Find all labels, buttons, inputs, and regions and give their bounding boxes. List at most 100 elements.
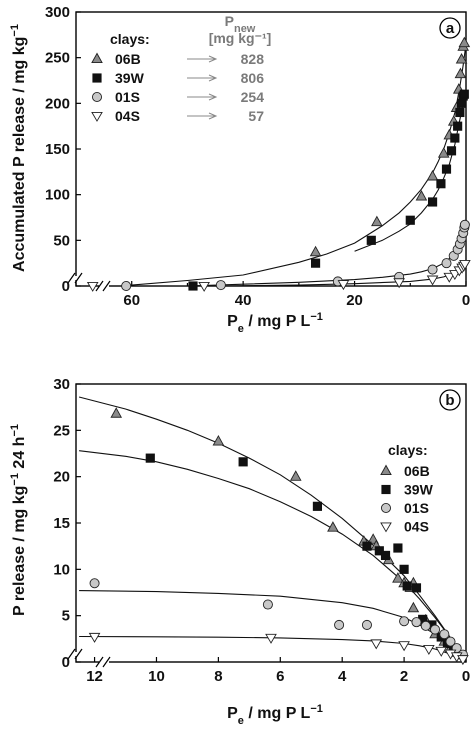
x-tick-label: 0 [462, 292, 470, 309]
x-axis-break-mark [95, 656, 111, 668]
y-tick-label: 200 [45, 95, 70, 112]
x-tick-label: 12 [86, 668, 103, 685]
data-point-39W [238, 457, 248, 467]
x-axis-break-mark-stroke-left [95, 280, 104, 292]
data-point-39W [393, 543, 403, 553]
data-point-39W [145, 453, 155, 463]
y-tick-label: 20 [53, 469, 70, 486]
legend-label: 06B [115, 51, 141, 67]
legend-arrow-head [208, 112, 218, 120]
legend-marker-04S [380, 522, 392, 533]
data-point-39W [450, 133, 460, 143]
data-point-39W [399, 564, 409, 574]
x-tick-label: 2 [400, 668, 408, 685]
legend-marker-04S [91, 111, 103, 122]
panel-label: a [439, 17, 461, 39]
legend-item-01S: 01S [380, 500, 429, 516]
fit-curve-06B [78, 396, 464, 658]
data-point-01S [399, 616, 410, 627]
legend-pnew-value: 254 [241, 89, 265, 105]
data-point-01S [420, 620, 431, 631]
data-point-39W [310, 258, 321, 268]
data-point-01S [459, 219, 470, 230]
series-39W [188, 89, 469, 291]
data-point-39W [188, 281, 198, 291]
data-point-39W [362, 541, 372, 551]
data-point-01S [361, 619, 372, 630]
data-point-06B [454, 67, 467, 79]
data-point-01S [439, 629, 450, 640]
x-axis-break-mark-stroke-right [102, 656, 111, 668]
x-axis-break-mark [95, 280, 111, 292]
legend-item-39W: 39W [381, 482, 434, 498]
data-point-06B [212, 435, 225, 446]
legend-label: 39W [115, 70, 145, 86]
data-point-01S [262, 599, 273, 610]
series-06B [309, 36, 471, 257]
y-tick-label: 15 [53, 515, 70, 532]
data-point-39W [366, 235, 376, 245]
data-point-06B [458, 36, 471, 48]
data-point-06B [110, 407, 123, 418]
series-04S [88, 632, 469, 666]
data-point-39W [453, 121, 463, 131]
data-point-04S [457, 655, 469, 666]
data-point-01S [334, 619, 345, 630]
legend-item-04S: 04S 57 [91, 108, 264, 124]
data-point-01S [89, 578, 100, 589]
fit-curve-39W [79, 450, 464, 658]
data-point-39W [427, 197, 438, 207]
data-point-06B [455, 53, 468, 64]
y-axis-break-mark [67, 272, 83, 284]
data-point-39W [446, 146, 457, 156]
x-tick-label: 8 [214, 668, 222, 685]
legend: clays: 06B 39W 01S 04S [380, 442, 434, 535]
x-tick-label: 60 [123, 292, 140, 309]
x-tick-label: 0 [462, 668, 470, 685]
legend-pnew-unit: [mg kg⁻¹] [209, 30, 272, 46]
data-point-04S [443, 272, 456, 283]
legend-marker-01S [380, 502, 392, 514]
legend-item-06B: 06B [380, 463, 430, 479]
data-point-06B [426, 169, 439, 181]
data-point-01S [215, 280, 226, 291]
legend-arrow-head [208, 93, 218, 101]
y-axis-break-mark-stroke-right [74, 272, 83, 284]
panel-label: b [439, 389, 461, 411]
data-point-06B [415, 190, 428, 201]
x-axis-break-mark-stroke-left [95, 656, 104, 668]
data-point-01S [121, 280, 132, 292]
legend-arrow-head [208, 74, 218, 82]
x-axis-break-mark-gap [99, 660, 109, 664]
data-point-06B [407, 601, 420, 613]
data-point-01S [430, 624, 441, 635]
x-tick-label: 20 [346, 292, 363, 309]
legend-item-04S: 04S [380, 519, 429, 535]
data-point-04S [426, 275, 439, 286]
x-axis-break-mark-stroke-right [102, 280, 111, 292]
legend-marker-06B [91, 52, 103, 64]
y-tick-label: 10 [53, 561, 70, 578]
y-axis-break-mark-stroke-left [67, 272, 76, 284]
legend-label: 04S [115, 108, 140, 124]
data-point-01S [445, 636, 456, 647]
legend: clays: Pnew[mg kg⁻¹] 06B 828 39W 806 01S 254 04S… [91, 13, 272, 124]
data-point-39W [405, 215, 415, 225]
x-tick-label: 6 [276, 668, 284, 685]
y-tick-label: 50 [53, 232, 70, 249]
y-axis-break-mark-stroke-left [67, 648, 76, 660]
panel-label-text: a [446, 20, 455, 37]
data-point-04S [337, 280, 350, 291]
y-tick-label: 250 [45, 50, 70, 67]
legend-arrow-head [208, 55, 218, 63]
data-point-06B [392, 572, 404, 583]
data-point-39W [459, 89, 469, 99]
x-tick-label: 40 [235, 292, 252, 309]
panel-label-text: b [445, 392, 454, 409]
data-point-04S [88, 632, 101, 643]
data-point-01S [427, 264, 438, 275]
legend-pnew-header: Pnew [225, 13, 256, 35]
y-axis-break-mark [67, 648, 83, 660]
data-point-04S [423, 644, 435, 655]
data-point-04S [459, 260, 471, 271]
